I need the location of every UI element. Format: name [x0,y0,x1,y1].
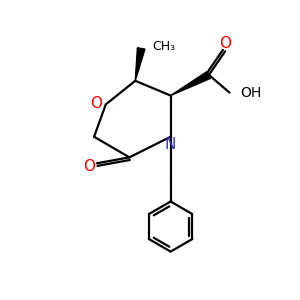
Text: O: O [219,37,231,52]
Text: CH₃: CH₃ [152,40,176,52]
Text: N: N [165,136,176,152]
Polygon shape [171,71,211,95]
Text: O: O [90,96,102,111]
Text: O: O [83,159,95,174]
Polygon shape [135,48,145,81]
Text: OH: OH [240,85,261,100]
